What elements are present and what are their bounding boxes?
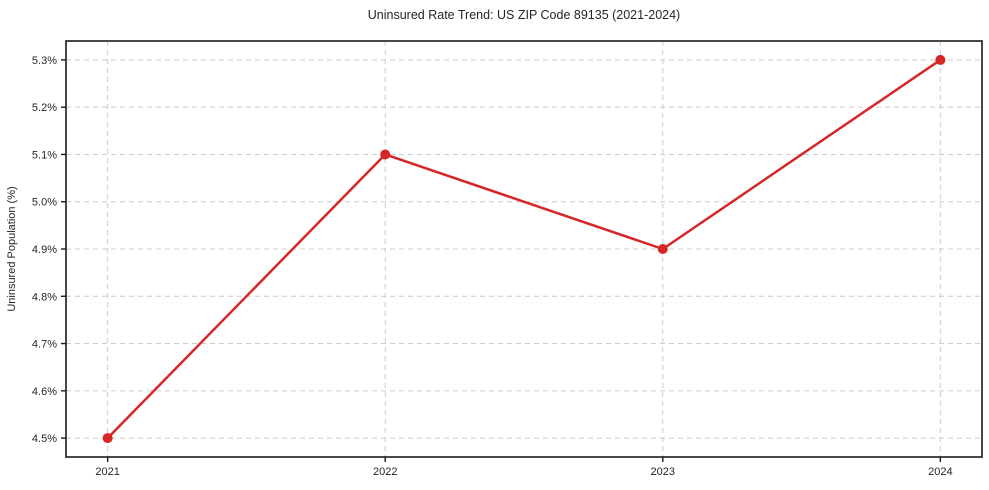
y-tick-label: 5.3%: [32, 55, 57, 67]
x-tick-label: 2024: [928, 466, 952, 478]
y-tick-label: 5.2%: [32, 102, 57, 114]
y-tick-label: 5.1%: [32, 149, 57, 161]
x-tick-label: 2021: [95, 466, 119, 478]
plot-area: [66, 41, 982, 457]
y-tick-label: 4.8%: [32, 291, 57, 303]
trend-line: [106, 58, 942, 440]
chart-title: Uninsured Rate Trend: US ZIP Code 89135 …: [367, 8, 681, 22]
data-point-marker: [935, 54, 946, 65]
y-tick-label: 4.5%: [32, 433, 57, 445]
y-tick-label: 4.7%: [32, 339, 57, 351]
y-tick-label: 4.6%: [32, 386, 57, 398]
x-tick-label: 2022: [373, 466, 397, 478]
x-tick-label: 2023: [651, 466, 675, 478]
y-tick-label: 4.9%: [32, 244, 57, 256]
y-tick-label: 5.0%: [32, 197, 57, 209]
y-axis-label: Uninsured Population (%): [6, 186, 18, 312]
data-point-marker: [380, 149, 391, 160]
data-point-marker: [102, 433, 113, 444]
data-point-marker: [657, 244, 668, 254]
